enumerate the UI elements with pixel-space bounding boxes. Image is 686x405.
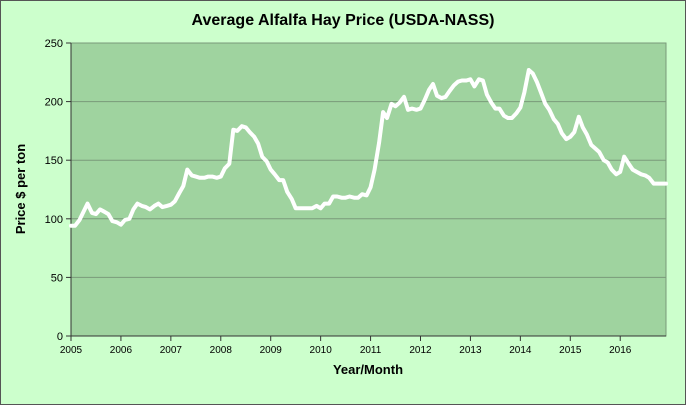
y-tick-label: 250 (45, 38, 63, 50)
x-tick-label: 2005 (60, 345, 83, 356)
x-tick-label: 2006 (110, 345, 133, 356)
x-axis-label: Year/Month (333, 362, 403, 377)
x-tick-label: 2016 (609, 345, 632, 356)
x-tick-label: 2012 (409, 345, 432, 356)
y-axis-ticks: 0 50 100 150 200 250 (45, 38, 71, 343)
series-line-0 (69, 68, 669, 228)
y-tick-label: 150 (45, 155, 63, 167)
y-tick-label: 200 (45, 97, 63, 109)
x-tick-label: 2014 (509, 345, 532, 356)
y-axis-label: Price $ per ton (13, 144, 28, 234)
x-tick-label: 2013 (459, 345, 482, 356)
y-tick-label: 100 (45, 214, 63, 226)
chart-title: Average Alfalfa Hay Price (USDA-NASS) (192, 12, 495, 29)
x-tick-label: 2008 (210, 345, 233, 356)
series-group (69, 68, 669, 228)
x-tick-label: 2011 (360, 345, 382, 356)
x-tick-label: 2007 (160, 345, 183, 356)
x-tick-label: 2009 (260, 345, 283, 356)
x-axis-ticks: 2005 2006 2007 2008 2009 2010 2011 2012 2013 2014… (60, 336, 632, 356)
grid-lines (71, 42, 666, 278)
x-tick-label: 2015 (559, 345, 582, 356)
x-tick-label: 2010 (310, 345, 333, 356)
y-tick-label: 0 (57, 331, 63, 343)
y-tick-label: 50 (51, 272, 63, 284)
